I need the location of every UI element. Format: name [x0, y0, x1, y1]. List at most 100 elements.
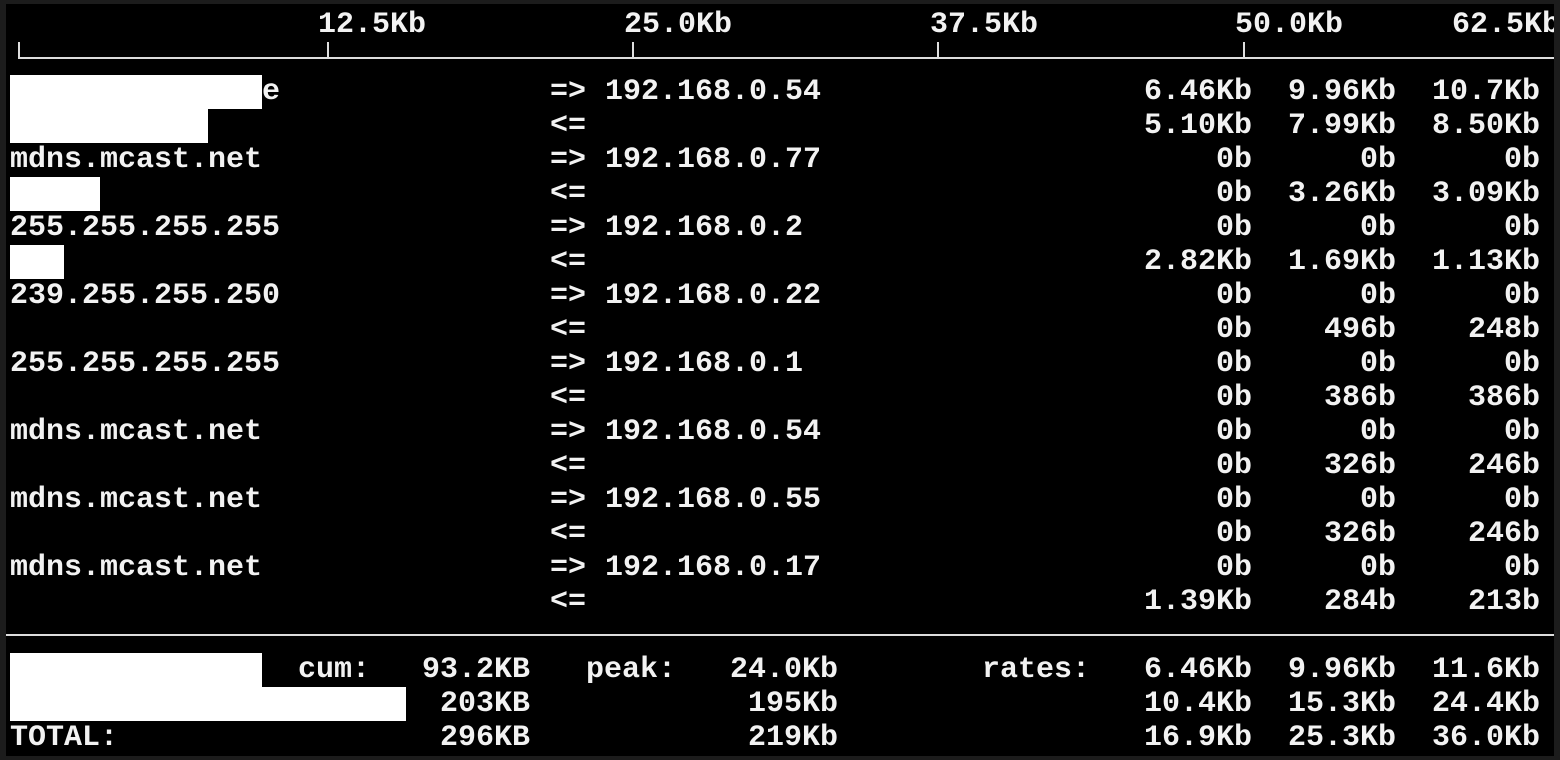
tx-rate: 0b [1215, 415, 1252, 449]
scale-label: 37.5Kb [930, 8, 1039, 42]
rx-rate: 386b [1467, 381, 1540, 415]
summary-rate: 15.3Kb [1287, 687, 1396, 721]
summary-cum: 296KB [439, 721, 530, 755]
highlight-block [10, 245, 64, 279]
tx-arrow: => [550, 211, 587, 245]
connection-dest[interactable]: 192.168.0.2 [605, 211, 804, 245]
scale-axis-line [18, 57, 1554, 59]
summary-rate: 16.9Kb [1143, 721, 1252, 755]
summary-cum: 93.2KB [421, 653, 530, 687]
summary-peak: 195Kb [747, 687, 838, 721]
rx-rate: 0b [1215, 517, 1252, 551]
summary-rate: 36.0Kb [1431, 721, 1540, 755]
rx-rate: 386b [1323, 381, 1396, 415]
rx-rate: 326b [1323, 517, 1396, 551]
tx-rate: 0b [1503, 279, 1540, 313]
rx-arrow: <= [550, 449, 587, 483]
connection-host[interactable]: 255.255.255.255 [10, 211, 281, 245]
summary-rate: 6.46Kb [1143, 653, 1252, 687]
rx-rate: 213b [1467, 585, 1540, 619]
rx-rate: 8.50Kb [1431, 109, 1540, 143]
highlight-block [10, 687, 406, 721]
connection-dest[interactable]: 192.168.0.55 [605, 483, 822, 517]
summary-label: TOTAL: [10, 721, 119, 755]
scale-tick [327, 42, 329, 58]
connection-dest[interactable]: 192.168.0.22 [605, 279, 822, 313]
tx-rate: 0b [1359, 211, 1396, 245]
scale-tick [18, 42, 20, 58]
rx-rate: 3.09Kb [1431, 177, 1540, 211]
rx-rate: 2.82Kb [1143, 245, 1252, 279]
connection-dest[interactable]: 192.168.0.54 [605, 75, 822, 109]
tx-rate: 0b [1215, 483, 1252, 517]
tx-arrow: => [550, 143, 587, 177]
tx-rate: 0b [1359, 483, 1396, 517]
connection-dest[interactable]: 192.168.0.54 [605, 415, 822, 449]
scale-tick [937, 42, 939, 58]
rx-rate: 1.13Kb [1431, 245, 1540, 279]
rx-arrow: <= [550, 109, 587, 143]
summary-rate: 24.4Kb [1431, 687, 1540, 721]
connection-dest[interactable]: 192.168.0.1 [605, 347, 804, 381]
tx-rate: 0b [1215, 211, 1252, 245]
highlight-block [10, 109, 208, 143]
summary-rate: 11.6Kb [1431, 653, 1540, 687]
rx-arrow: <= [550, 517, 587, 551]
summary-separator [6, 634, 1554, 636]
rx-rate: 0b [1215, 313, 1252, 347]
tx-rate: 0b [1503, 143, 1540, 177]
scale-tick [1243, 42, 1245, 58]
connection-host[interactable]: mdns.mcast.net [10, 143, 263, 177]
peak-label: peak: [586, 653, 677, 687]
summary-rate: 9.96Kb [1287, 653, 1396, 687]
tx-rate: 0b [1359, 347, 1396, 381]
tx-rate: 0b [1503, 483, 1540, 517]
rx-rate: 326b [1323, 449, 1396, 483]
scale-tick [632, 42, 634, 58]
rx-arrow: <= [550, 245, 587, 279]
tx-rate: 0b [1503, 551, 1540, 585]
tx-rate: 0b [1359, 279, 1396, 313]
rx-rate: 0b [1215, 381, 1252, 415]
summary-cum: 203KB [439, 687, 530, 721]
rx-arrow: <= [550, 177, 587, 211]
rx-arrow: <= [550, 313, 587, 347]
summary-peak: 219Kb [747, 721, 838, 755]
rx-rate: 5.10Kb [1143, 109, 1252, 143]
scale-label: 12.5Kb [318, 8, 427, 42]
rates-label: rates: [982, 653, 1091, 687]
rx-rate: 0b [1215, 177, 1252, 211]
tx-arrow: => [550, 347, 587, 381]
rx-arrow: <= [550, 381, 587, 415]
scale-label: 25.0Kb [624, 8, 733, 42]
scale-label: 50.0Kb [1235, 8, 1344, 42]
connection-host[interactable]: 255.255.255.255 [10, 347, 281, 381]
connection-host[interactable]: mdns.mcast.net [10, 483, 263, 517]
cum-label: cum: [298, 653, 371, 687]
tx-arrow: => [550, 551, 587, 585]
rx-rate: 1.69Kb [1287, 245, 1396, 279]
rx-rate: 7.99Kb [1287, 109, 1396, 143]
connection-host[interactable]: mdns.mcast.net [10, 415, 263, 449]
tx-rate: 0b [1215, 347, 1252, 381]
rx-rate: 248b [1467, 313, 1540, 347]
tx-rate: 0b [1503, 211, 1540, 245]
highlight-block [10, 75, 262, 109]
tx-rate: 0b [1359, 415, 1396, 449]
summary-rate: 25.3Kb [1287, 721, 1396, 755]
highlight-block [10, 653, 262, 687]
tx-rate: 10.7Kb [1431, 75, 1540, 109]
tx-rate: 6.46Kb [1143, 75, 1252, 109]
tx-arrow: => [550, 415, 587, 449]
tx-rate: 0b [1503, 347, 1540, 381]
summary-rate: 10.4Kb [1143, 687, 1252, 721]
connection-dest[interactable]: 192.168.0.77 [605, 143, 822, 177]
tx-arrow: => [550, 75, 587, 109]
rx-rate: 284b [1323, 585, 1396, 619]
tx-rate: 0b [1503, 415, 1540, 449]
tx-rate: 0b [1215, 143, 1252, 177]
connection-host[interactable]: 239.255.255.250 [10, 279, 281, 313]
connection-host[interactable]: mdns.mcast.net [10, 551, 263, 585]
connection-dest[interactable]: 192.168.0.17 [605, 551, 822, 585]
